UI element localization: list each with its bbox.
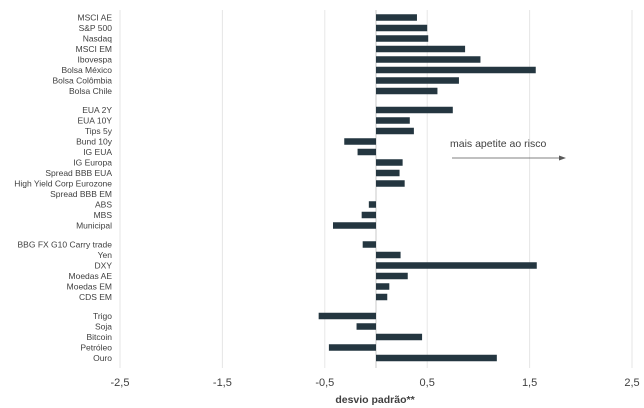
bar <box>356 323 376 330</box>
category-label: Ibovespa <box>78 55 113 65</box>
bar <box>376 272 408 280</box>
bar <box>376 77 459 84</box>
category-label: Tips 5y <box>85 126 113 136</box>
category-label: High Yield Corp Eurozone <box>14 179 112 189</box>
category-label: IG Europa <box>73 158 112 168</box>
category-label: Nasdaq <box>83 34 113 44</box>
bar <box>376 251 401 259</box>
risk-annotation: mais apetite ao risco <box>450 138 566 161</box>
category-label: Moedas AE <box>69 271 113 281</box>
bar <box>357 148 376 156</box>
category-label: Bund 10y <box>76 137 113 147</box>
category-label: Ouro <box>93 353 112 363</box>
x-tick-label: -0,5 <box>315 377 334 389</box>
category-label: S&P 500 <box>79 23 113 33</box>
category-label: Petróleo <box>80 343 112 353</box>
category-label: BBG FX G10 Carry trade <box>18 240 113 250</box>
category-label: CDS EM <box>79 292 112 302</box>
bar <box>328 344 376 351</box>
category-label: ABS <box>95 200 112 210</box>
category-label: Soja <box>95 322 112 332</box>
x-tick-labels: -2,5 -1,5 -0,5 0,5 1,5 2,5 <box>111 377 640 389</box>
bar <box>376 262 537 269</box>
bar <box>376 66 536 74</box>
category-label: Spread BBB EUA <box>45 168 112 178</box>
bar <box>376 35 429 42</box>
bar <box>376 333 423 341</box>
bar <box>376 117 410 124</box>
x-axis-title: desvio padrão** <box>335 394 415 406</box>
category-label: MSCI AE <box>78 13 113 23</box>
x-tick-label: 1,5 <box>522 377 537 389</box>
category-label: EUA 2Y <box>82 105 112 115</box>
category-label: Bolsa Colômbia <box>52 76 112 86</box>
category-label: Spread BBB EM <box>50 189 112 199</box>
category-label: Bolsa México <box>61 65 112 75</box>
bar <box>361 211 376 219</box>
bar <box>376 159 403 166</box>
bar <box>318 312 376 320</box>
bar <box>376 106 453 114</box>
category-label: MBS <box>94 210 113 220</box>
x-tick-label: -2,5 <box>111 377 130 389</box>
category-label: Trigo <box>93 311 112 321</box>
category-label: IG EUA <box>83 147 112 157</box>
x-tick-label: 2,5 <box>624 377 639 389</box>
x-tick-label: 0,5 <box>420 377 435 389</box>
bar <box>376 14 417 21</box>
annotation-text: mais apetite ao risco <box>450 138 546 150</box>
bar <box>376 127 414 135</box>
bar <box>376 87 438 95</box>
bar <box>344 138 376 145</box>
bar <box>376 45 466 53</box>
bar <box>332 222 376 229</box>
category-label: DXY <box>95 261 113 271</box>
bar <box>376 56 481 63</box>
category-label: Moedas EM <box>67 282 112 292</box>
bar <box>376 283 390 290</box>
bar <box>376 169 400 177</box>
bar <box>376 354 497 362</box>
category-label: Municipal <box>76 221 112 231</box>
bar <box>376 24 428 32</box>
bars <box>318 14 537 362</box>
category-label: EUA 10Y <box>78 116 113 126</box>
bar <box>368 201 376 208</box>
category-label: Yen <box>98 250 113 260</box>
bar <box>362 241 376 248</box>
annotation-arrow-head-icon <box>559 155 566 161</box>
x-tick-label: -1,5 <box>213 377 232 389</box>
category-label: Bolsa Chile <box>69 86 112 96</box>
bar <box>376 293 388 301</box>
category-label: Bitcoin <box>86 332 112 342</box>
category-label: MSCI EM <box>76 44 112 54</box>
bar <box>376 180 405 187</box>
